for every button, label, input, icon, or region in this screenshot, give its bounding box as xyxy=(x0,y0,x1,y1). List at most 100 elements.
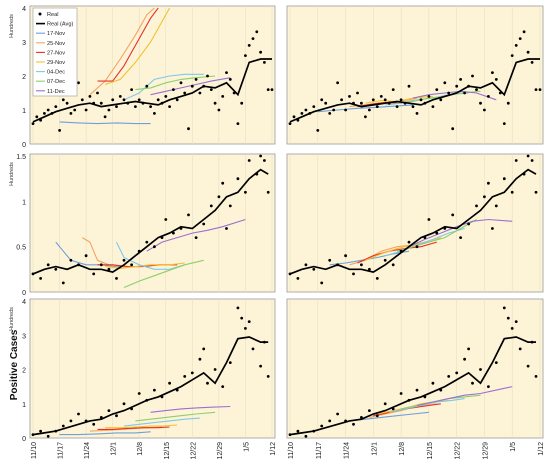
real-point xyxy=(391,88,395,91)
series-group xyxy=(31,154,270,289)
real-point xyxy=(356,91,359,95)
series-line-04-Dec xyxy=(116,241,185,270)
real-point xyxy=(292,115,296,119)
real-point xyxy=(491,227,494,230)
real-point xyxy=(415,388,419,392)
real-point xyxy=(502,122,506,125)
real-point xyxy=(320,281,324,285)
real-point xyxy=(419,98,423,102)
real-point xyxy=(221,181,225,185)
real-point xyxy=(324,101,328,105)
legend-label: 07-Dec xyxy=(47,79,65,85)
real-point xyxy=(84,254,88,258)
real-point xyxy=(395,105,399,108)
real-point xyxy=(134,105,137,108)
real-point xyxy=(77,412,80,416)
real-point xyxy=(255,30,259,34)
chart-panels: 01234Hundreds00.511.5Hundreds01234Hundre… xyxy=(9,5,544,443)
real-point xyxy=(209,204,213,208)
real-point xyxy=(447,91,451,95)
real-point xyxy=(463,357,466,361)
real-point xyxy=(435,231,439,235)
real-point xyxy=(65,101,69,105)
legend-label: 27-Nov xyxy=(47,50,65,56)
real-point xyxy=(240,101,244,105)
real-point xyxy=(296,429,300,433)
real-avg-line xyxy=(289,336,536,436)
y-tick-label: 4 xyxy=(22,299,26,306)
real-point xyxy=(336,81,339,85)
real-point xyxy=(107,267,111,271)
real-avg-line xyxy=(32,58,272,123)
x-tick-label: 12/22 xyxy=(455,442,462,460)
real-point xyxy=(391,263,395,267)
real-point xyxy=(506,101,510,105)
series-line-04-Dec xyxy=(123,417,200,427)
real-point xyxy=(467,347,470,351)
y-tick-label: 2 xyxy=(22,368,26,375)
real-point xyxy=(471,381,474,385)
legend-label: 04-Dec xyxy=(47,70,65,76)
panel-top-right xyxy=(286,5,544,145)
x-tick-label: 1/12 xyxy=(270,442,277,456)
real-point xyxy=(251,37,255,40)
real-point xyxy=(506,316,510,320)
series-line-17-Nov xyxy=(59,121,151,125)
real-point xyxy=(156,98,160,102)
real-point xyxy=(383,402,387,406)
real-point xyxy=(46,263,50,267)
real-point xyxy=(475,204,478,208)
real-point xyxy=(217,108,221,112)
real-point xyxy=(43,112,46,115)
real-point xyxy=(300,112,304,115)
panel-middle-right xyxy=(286,153,544,293)
real-point xyxy=(514,159,518,162)
series-group xyxy=(288,306,538,438)
series-line-27-Nov xyxy=(97,7,159,82)
real-point xyxy=(244,190,247,194)
series-line-11-Dec xyxy=(416,386,513,407)
real-point xyxy=(411,105,415,108)
real-point xyxy=(320,98,324,102)
real-point xyxy=(69,112,73,115)
real-point xyxy=(61,281,65,285)
series-line-27-Nov xyxy=(97,426,170,430)
series-line-11-Dec xyxy=(150,77,231,96)
real-point xyxy=(344,108,347,112)
real-point xyxy=(467,222,470,226)
x-tick-label: 12/1 xyxy=(111,442,118,456)
legend-label: 25-Nov xyxy=(47,41,65,47)
real-point xyxy=(46,434,50,438)
real-point xyxy=(510,190,514,194)
real-point xyxy=(61,424,65,428)
real-avg-line xyxy=(32,336,269,436)
real-point xyxy=(407,240,411,244)
real-point xyxy=(328,112,332,115)
real-point xyxy=(336,412,339,416)
real-point xyxy=(483,108,486,112)
real-point xyxy=(122,402,126,406)
real-point xyxy=(263,61,266,64)
real-point xyxy=(312,105,316,108)
real-point xyxy=(502,177,506,181)
real-point xyxy=(217,195,221,199)
real-point xyxy=(236,177,240,181)
real-point xyxy=(164,218,168,221)
legend-label: 29-Nov xyxy=(47,60,65,66)
real-point xyxy=(312,267,316,271)
real-point xyxy=(352,272,355,276)
real-point xyxy=(483,195,486,199)
real-point xyxy=(399,392,403,395)
real-point xyxy=(137,98,141,102)
real-point xyxy=(320,424,324,428)
real-point xyxy=(259,154,262,158)
real-point xyxy=(344,254,347,258)
x-tick-label: 12/8 xyxy=(399,442,406,456)
real-point xyxy=(107,108,111,112)
x-tick-label: 12/15 xyxy=(164,442,171,460)
real-point xyxy=(383,258,387,262)
real-point xyxy=(534,375,538,378)
real-point xyxy=(168,105,172,108)
real-point xyxy=(368,267,371,271)
